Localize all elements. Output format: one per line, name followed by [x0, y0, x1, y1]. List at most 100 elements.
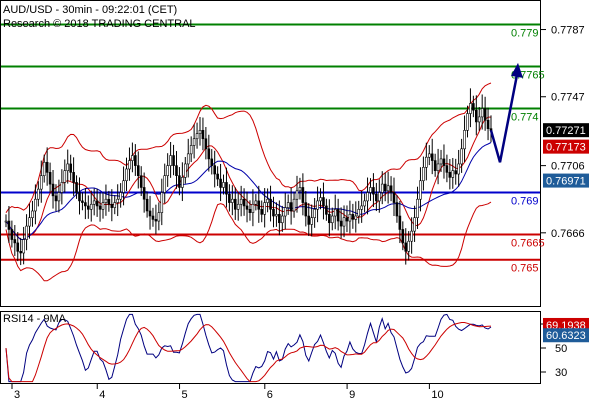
- candle-body: [125, 168, 128, 182]
- candle-body: [322, 197, 325, 207]
- price-tick-label-3: 0.7666: [551, 228, 585, 240]
- candle-body: [45, 161, 49, 173]
- candle-body: [378, 192, 381, 202]
- candle-body: [122, 180, 125, 193]
- main-panel-frame: [0, 0, 541, 307]
- moving-average-line: [5, 142, 492, 240]
- candle-body: [360, 205, 363, 210]
- candle-body: [457, 163, 460, 175]
- candle-body: [430, 153, 434, 161]
- level-label-4: 0.7665: [511, 238, 545, 250]
- candle-body: [60, 182, 64, 193]
- price-tick-label-0: 0.7787: [551, 25, 585, 37]
- candle-body: [192, 138, 196, 146]
- candle-body: [7, 220, 11, 230]
- candle-body: [172, 155, 175, 166]
- ma-upper-tag-box: [543, 139, 589, 154]
- candle-body: [489, 128, 493, 131]
- candle-body: [451, 170, 455, 178]
- candle-body: [136, 165, 140, 176]
- candle-body: [354, 215, 358, 220]
- price-axis: 0.7787 0.7747 0.7706 0.7666: [541, 25, 585, 240]
- candle-body: [198, 130, 202, 134]
- candle-body: [231, 198, 234, 203]
- candle-body: [245, 205, 249, 210]
- candle-body: [416, 198, 419, 219]
- candle-body: [433, 160, 437, 171]
- candle-body: [325, 205, 328, 215]
- candle-body: [210, 158, 214, 166]
- candle-body: [139, 175, 143, 188]
- candle-body: [128, 160, 131, 170]
- candle-body: [295, 190, 299, 200]
- candle-body: [328, 214, 331, 224]
- candle-body: [392, 192, 396, 203]
- rsi-tick-label-2: 30: [555, 367, 567, 379]
- candle-body: [483, 108, 487, 121]
- candle-body: [410, 230, 413, 242]
- candle-body: [16, 242, 20, 252]
- candle-body: [442, 158, 446, 166]
- candle-body: [48, 172, 52, 185]
- level-label-0: 0.779: [511, 28, 539, 40]
- candle-body: [95, 200, 99, 207]
- candle-body: [401, 229, 405, 244]
- candle-body: [454, 170, 458, 175]
- time-tick-label-4: 9: [349, 389, 355, 400]
- candle-body: [34, 198, 37, 212]
- candle-body: [257, 200, 261, 210]
- candle-body: [10, 229, 14, 240]
- candle-body: [92, 200, 96, 205]
- last-price-tag-box: [543, 123, 589, 138]
- candle-body: [37, 188, 40, 200]
- time-tick-label-2: 5: [182, 389, 188, 400]
- candle-body: [286, 202, 290, 208]
- candle-body: [275, 214, 278, 217]
- candle-body: [116, 198, 119, 203]
- candle-body: [395, 202, 399, 217]
- candle-body: [195, 133, 199, 140]
- candle-body: [63, 170, 67, 183]
- candle-body: [486, 119, 490, 129]
- candle-body: [281, 215, 284, 224]
- candle-body: [178, 175, 181, 188]
- price-tick-label-1: 0.7747: [551, 92, 585, 104]
- candle-body: [201, 130, 205, 140]
- candle-body: [348, 214, 352, 222]
- candle-body: [19, 251, 22, 254]
- rsi-ma-line: [5, 322, 492, 383]
- candle-body: [251, 203, 255, 213]
- candle-body: [316, 200, 319, 210]
- candle-body: [54, 195, 58, 202]
- candle-body: [22, 239, 25, 254]
- candle-body: [119, 192, 122, 200]
- candle-body: [89, 203, 93, 210]
- candle-body: [72, 172, 75, 183]
- forecast-arrow: [489, 62, 523, 163]
- level-label-2: 0.774: [511, 112, 539, 124]
- candle-body: [307, 215, 311, 225]
- candle-body: [84, 202, 87, 207]
- candle-body: [4, 220, 8, 223]
- candle-body: [260, 209, 264, 215]
- candle-body: [336, 209, 340, 222]
- rsi-value-tag-box: [543, 328, 589, 343]
- candle-body: [477, 116, 481, 123]
- candle-body: [425, 156, 428, 168]
- candle-body: [13, 239, 17, 244]
- rsi-value-tag-text: 60.6323: [546, 330, 586, 342]
- candle-body: [266, 198, 269, 203]
- candle-body: [142, 187, 146, 200]
- candle-body: [369, 187, 372, 193]
- time-tick-label-3: 6: [267, 389, 273, 400]
- candle-body: [131, 155, 134, 161]
- bollinger-upper-line: [5, 82, 492, 213]
- candle-body: [313, 209, 316, 219]
- candle-body: [213, 165, 216, 175]
- level-label-5: 0.765: [511, 263, 539, 275]
- candle-body: [333, 209, 337, 217]
- forecast-arrowhead: [511, 62, 523, 78]
- candle-body: [154, 219, 158, 222]
- time-tick-label-0: 3: [14, 389, 20, 400]
